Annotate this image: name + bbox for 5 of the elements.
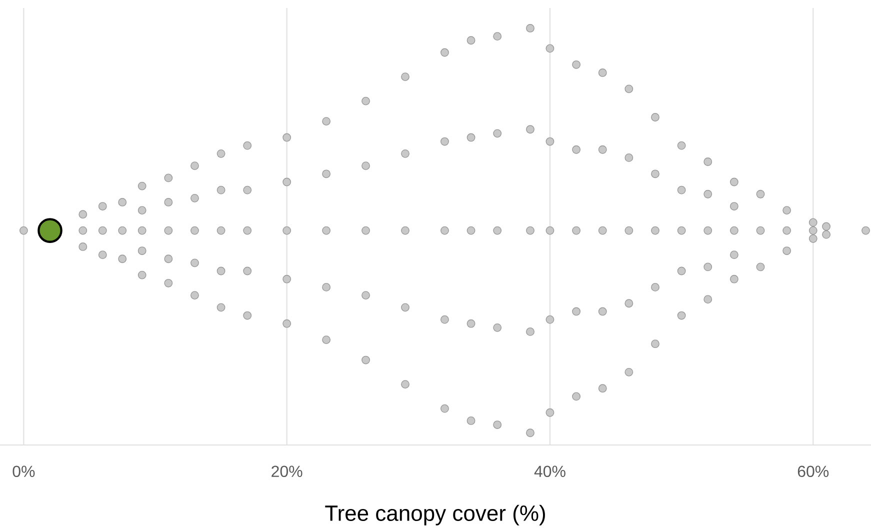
x-tick-label: 40% — [534, 466, 566, 478]
x-tick-label: 60% — [798, 466, 829, 478]
x-tick-label: 0% — [12, 466, 35, 478]
x-tick-label: 20% — [272, 466, 302, 478]
x-axis-title: Tree canopy cover (%) — [325, 504, 545, 526]
